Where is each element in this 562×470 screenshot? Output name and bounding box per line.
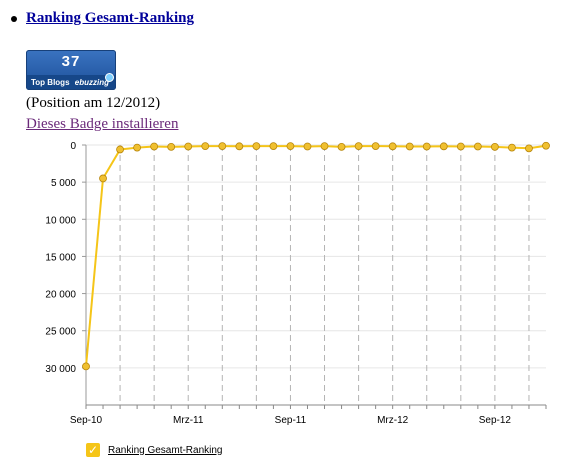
series-line [85, 144, 547, 367]
x-tick-label: Mrz-12 [377, 415, 409, 426]
data-point [337, 142, 346, 151]
legend-label[interactable]: Ranking Gesamt-Ranking [108, 444, 223, 456]
data-point [490, 142, 499, 151]
legend-checkbox-icon[interactable]: ✓ [86, 443, 100, 457]
data-point [286, 142, 295, 151]
ranking-title-link[interactable]: Ranking Gesamt-Ranking [26, 10, 194, 26]
y-tick-label: 5 000 [51, 178, 76, 189]
badge-brand: ebuzzing [74, 78, 109, 87]
chart-legend[interactable]: ✓ Ranking Gesamt-Ranking [86, 441, 223, 459]
data-point [320, 142, 329, 151]
data-point [218, 142, 227, 151]
data-point [252, 142, 261, 151]
x-tick-label: Sep-11 [275, 415, 307, 426]
data-point [235, 142, 244, 151]
badge-footer: Top Blogs ebuzzing [27, 75, 115, 89]
y-tick-label: 10 000 [45, 215, 76, 226]
ranking-line-chart: 0 5 000 10 000 15 000 20 000 25 000 30 000 Sep-… [45, 141, 550, 426]
list-bullet [11, 16, 17, 22]
data-point [99, 174, 107, 183]
y-tick-label: 30 000 [45, 364, 76, 375]
badge-caption: Top Blogs [31, 78, 70, 87]
data-point [167, 142, 176, 151]
data-point [82, 362, 90, 371]
data-point [184, 142, 193, 151]
top-blogs-badge[interactable]: 37 Top Blogs ebuzzing [26, 50, 116, 90]
data-point [422, 142, 431, 151]
badge-rank-number: 37 [61, 53, 81, 70]
data-point [133, 143, 142, 152]
x-tick-label: Sep-10 [70, 415, 103, 426]
data-point [388, 142, 397, 151]
data-point [371, 142, 380, 151]
y-tick-label: 0 [70, 141, 76, 152]
data-point [201, 142, 210, 151]
x-tick-label: Mrz-11 [173, 415, 204, 426]
data-point [508, 143, 516, 152]
data-point [525, 144, 533, 153]
ebuzzing-logo-icon [105, 73, 114, 82]
data-point [439, 142, 448, 151]
data-point [269, 142, 278, 151]
data-point [116, 145, 124, 154]
position-date-text: (Position am 12/2012) [26, 95, 161, 111]
data-point [150, 142, 159, 151]
data-point [542, 141, 550, 150]
data-point [473, 142, 482, 151]
data-point [456, 142, 465, 151]
data-point [405, 142, 414, 151]
data-point [303, 142, 312, 151]
data-point [354, 142, 363, 151]
y-tick-label: 15 000 [45, 252, 76, 263]
y-tick-label: 25 000 [45, 327, 76, 338]
install-badge-link[interactable]: Dieses Badge installieren [26, 116, 179, 132]
y-tick-label: 20 000 [45, 290, 76, 301]
x-tick-label: Sep-12 [479, 415, 512, 426]
